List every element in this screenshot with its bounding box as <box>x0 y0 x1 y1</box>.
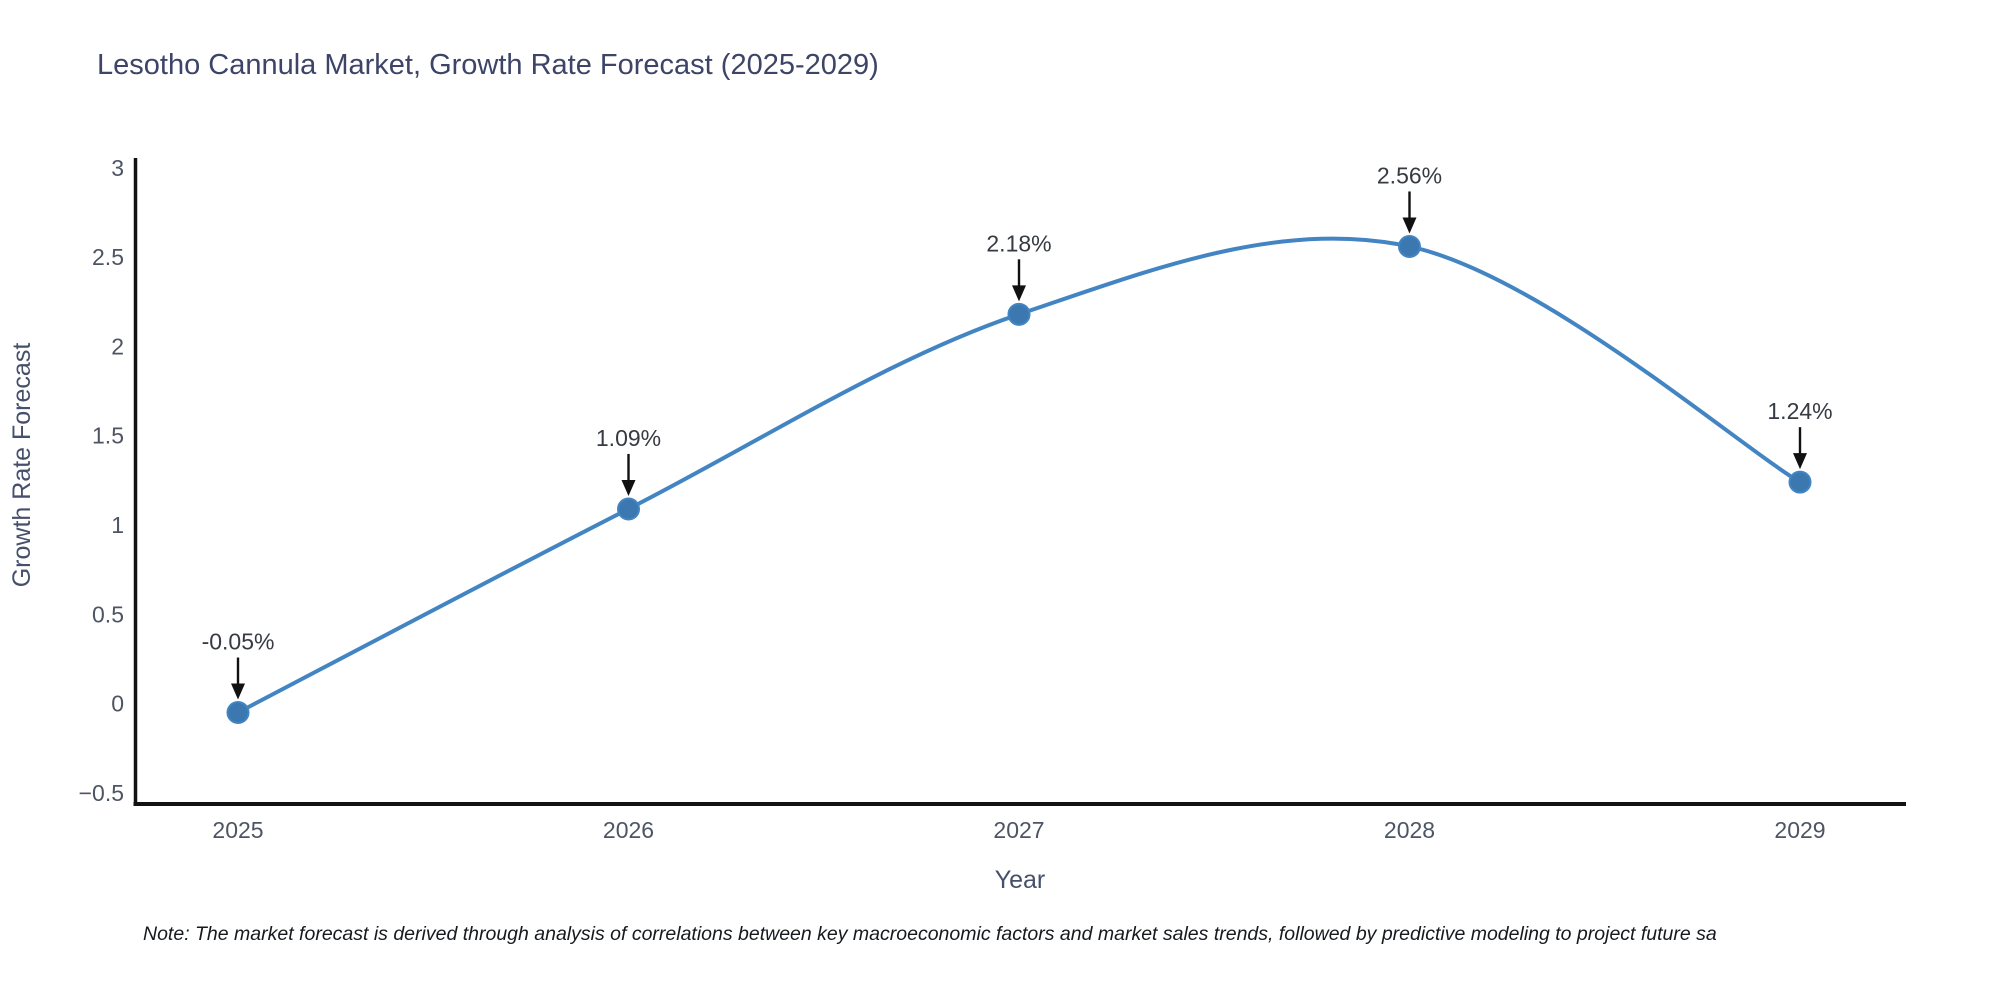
data-point-2026[interactable] <box>617 497 640 521</box>
y-tick-label: 3 <box>111 155 124 181</box>
y-axis-title: Growth Rate Forecast <box>8 343 36 588</box>
y-tick-label: 2 <box>111 333 124 359</box>
y-tick-label: 0.5 <box>92 601 124 627</box>
x-tick-label: 2028 <box>1384 817 1435 843</box>
data-points <box>226 234 1812 725</box>
annotation-arrowhead-icon <box>1793 453 1807 470</box>
annotation-arrowhead-icon <box>1012 285 1026 302</box>
x-tick-label: 2029 <box>1774 817 1825 843</box>
data-point-label: -0.05% <box>202 629 275 655</box>
x-tick-labels: 2025 2026 2027 2028 2029 <box>212 817 1825 843</box>
x-tick-label: 2026 <box>603 817 654 843</box>
x-tick-label: 2025 <box>212 817 263 843</box>
footnote: Note: The market forecast is derived thr… <box>143 923 1717 945</box>
data-point-2025[interactable] <box>226 701 250 725</box>
y-tick-label: 1 <box>111 512 124 538</box>
annotation-arrowhead-icon <box>1402 217 1417 234</box>
data-point-label: 2.56% <box>1377 162 1442 188</box>
annotation-arrowhead-icon <box>621 479 636 496</box>
x-tick-label: 2027 <box>993 817 1044 843</box>
x-axis-title: Year <box>995 866 1046 894</box>
data-point-2027[interactable] <box>1007 302 1031 326</box>
chart-title: Lesotho Cannula Market, Growth Rate Fore… <box>97 49 879 81</box>
y-tick-label: 0 <box>111 691 124 717</box>
data-point-label: 2.18% <box>986 230 1051 256</box>
data-point-2029[interactable] <box>1788 470 1812 494</box>
annotations: -0.05% 1.09% 2.18% 2.56% 1.24% <box>202 162 1833 700</box>
y-tick-label: 2.5 <box>92 244 124 270</box>
annotation-arrowhead-icon <box>231 683 245 700</box>
y-tick-labels: 3 2.5 2 1.5 1 0.5 0 −0.5 <box>79 155 124 806</box>
data-point-label: 1.24% <box>1767 398 1832 424</box>
y-tick-label: −0.5 <box>79 780 124 806</box>
data-point-label: 1.09% <box>596 425 661 451</box>
data-point-2028[interactable] <box>1398 234 1421 258</box>
y-tick-label: 1.5 <box>92 423 124 449</box>
